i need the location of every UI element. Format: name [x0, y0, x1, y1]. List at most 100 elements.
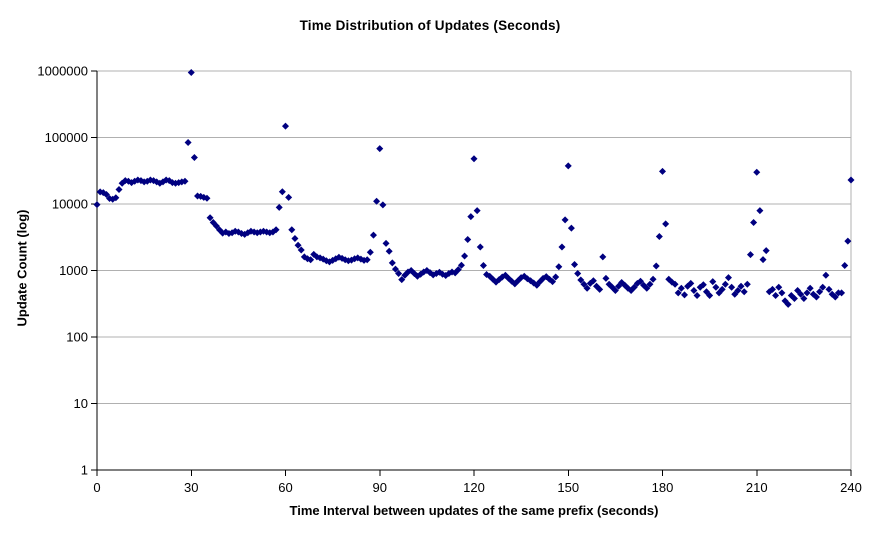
data-point [599, 253, 607, 261]
data-point [574, 270, 582, 278]
data-point [505, 274, 513, 282]
data-point [272, 226, 280, 234]
data-point [753, 168, 761, 176]
data-point [768, 285, 776, 293]
data-point [388, 259, 396, 267]
data-point [382, 239, 390, 247]
data-point [489, 275, 497, 283]
data-point [552, 273, 560, 281]
data-point [718, 285, 726, 293]
data-point [181, 177, 189, 185]
data-point [363, 256, 371, 264]
data-point [398, 276, 406, 284]
data-point [297, 246, 305, 254]
chart-title: Time Distribution of Updates (Seconds) [299, 18, 561, 33]
data-point [461, 252, 469, 260]
data-point [762, 247, 770, 255]
data-point [690, 287, 698, 295]
y-tick-label: 100 [66, 330, 88, 345]
data-point [746, 251, 754, 259]
data-point [376, 145, 384, 153]
data-point [479, 261, 487, 269]
data-point [288, 226, 296, 234]
data-point [665, 275, 673, 283]
data-point [395, 270, 403, 278]
x-tick-label: 90 [373, 480, 387, 495]
data-point [379, 201, 387, 209]
data-point [841, 261, 849, 269]
data-point [291, 234, 299, 242]
data-point [819, 283, 827, 291]
x-tick-label: 210 [746, 480, 768, 495]
data-point [580, 280, 588, 288]
data-point [307, 256, 315, 264]
data-point [721, 280, 729, 288]
data-point [756, 207, 764, 215]
data-point [571, 261, 579, 269]
data-point [699, 281, 707, 289]
data-point [677, 284, 685, 292]
data-point [250, 228, 258, 236]
data-point [750, 219, 758, 227]
data-point [206, 214, 214, 222]
data-point [611, 287, 619, 295]
data-point [709, 278, 717, 286]
data-point [549, 278, 557, 286]
y-tick-label: 100000 [45, 130, 88, 145]
y-tick-label: 1000000 [37, 64, 88, 79]
data-point [285, 193, 293, 201]
data-point [275, 203, 283, 211]
data-point [649, 275, 657, 283]
data-point [706, 292, 714, 300]
data-point [203, 194, 211, 202]
data-point [659, 167, 666, 175]
x-tick-label: 30 [184, 480, 198, 495]
data-point [743, 280, 751, 288]
data-point [545, 275, 553, 283]
data-point [102, 190, 110, 198]
data-point [825, 285, 833, 293]
data-point [790, 294, 798, 302]
data-point [457, 261, 465, 269]
data-point [351, 255, 359, 263]
data-point [816, 288, 824, 296]
data-point [775, 283, 783, 291]
data-point [693, 292, 701, 300]
data-point [473, 207, 481, 215]
data-point [680, 291, 688, 299]
data-point [583, 284, 591, 292]
y-axis-title: Update Count (log) [14, 209, 30, 327]
data-point [734, 287, 742, 295]
data-point [797, 290, 805, 298]
data-point [373, 197, 381, 205]
x-tick-label: 180 [652, 480, 674, 495]
y-tick-label: 1 [81, 463, 88, 478]
data-point [115, 186, 123, 194]
data-point [467, 213, 475, 221]
data-point [772, 292, 780, 300]
data-point [112, 194, 120, 202]
data-point [724, 274, 732, 282]
x-axis-title: Time Interval between updates of the sam… [289, 503, 659, 518]
x-tick-label: 60 [278, 480, 292, 495]
data-point [759, 256, 767, 264]
data-point [366, 248, 374, 256]
data-point [637, 277, 645, 285]
data-point [93, 201, 101, 209]
data-point [184, 139, 192, 147]
data-point [778, 289, 786, 297]
data-point [728, 283, 736, 291]
data-point [476, 243, 484, 251]
data-point [847, 176, 855, 184]
data-point [602, 274, 610, 282]
data-point [596, 285, 604, 293]
data-point [555, 263, 563, 271]
data-point [567, 224, 575, 232]
data-point [803, 289, 811, 297]
data-point [294, 241, 302, 249]
data-point [674, 289, 682, 297]
data-point [310, 250, 318, 258]
data-point [391, 265, 399, 273]
